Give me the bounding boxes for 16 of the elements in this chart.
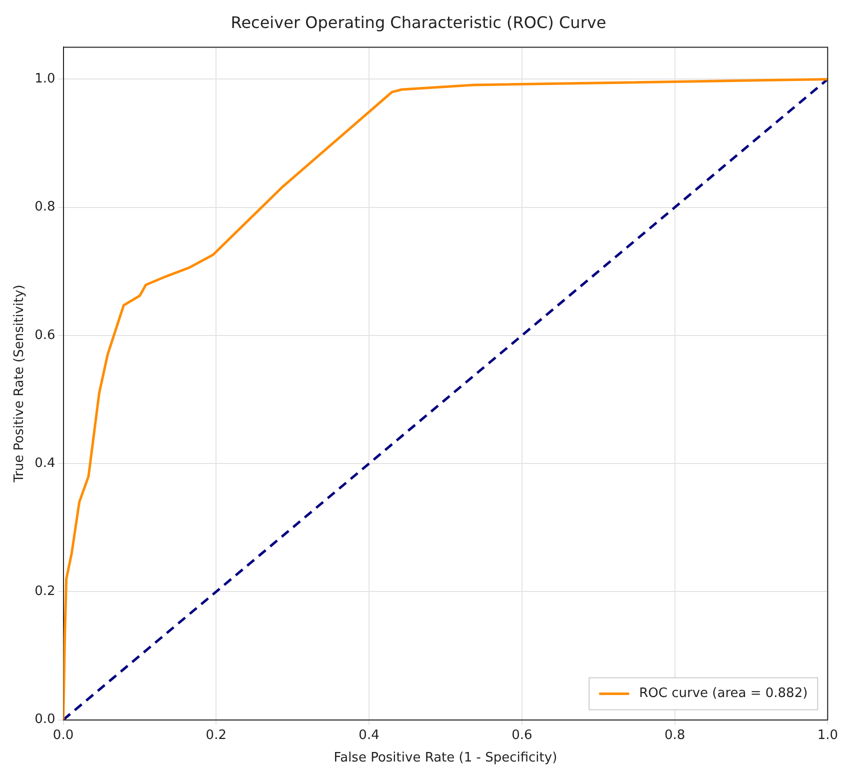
x-tick-label: 0.6 [512, 728, 532, 743]
x-axis-title: False Positive Rate (1 - Specificity) [334, 750, 558, 766]
y-tick-label: 1.0 [34, 72, 56, 87]
y-tick-label: 0.0 [34, 712, 56, 728]
y-tick-label: 0.8 [34, 200, 56, 215]
chart-title: Receiver Operating Characteristic (ROC) Curve [230, 12, 606, 32]
y-tick-label: 0.2 [34, 584, 56, 600]
x-tick-label: 0.8 [664, 728, 686, 743]
x-tick-label: 0.4 [358, 728, 380, 743]
x-tick-label: 1.0 [817, 728, 838, 743]
legend-label: ROC curve (area = 0.882) [639, 686, 808, 702]
y-axis-title: True Positive Rate (Sensitivity) [12, 284, 28, 484]
x-tick-label: 0.2 [206, 728, 226, 743]
y-tick-label: 0.6 [34, 328, 56, 343]
x-tick-label: 0.0 [52, 728, 74, 743]
y-tick-label: 0.4 [34, 456, 56, 471]
